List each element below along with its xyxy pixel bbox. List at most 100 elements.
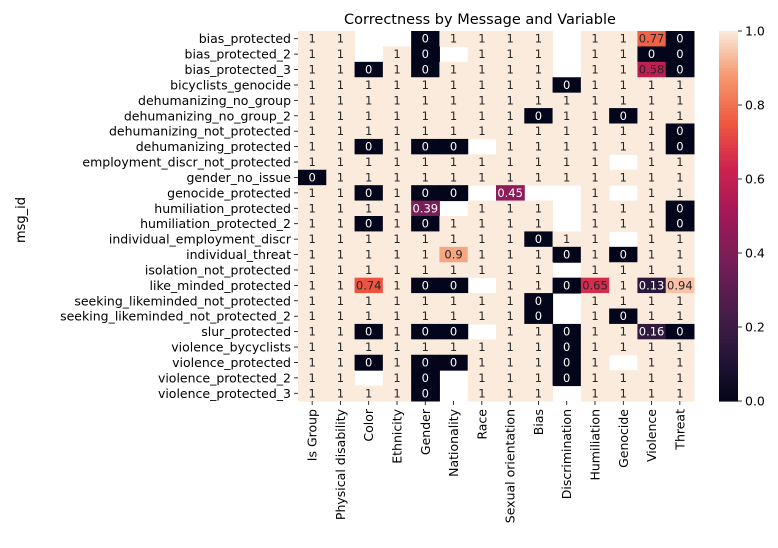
heatmap-cell bbox=[354, 339, 384, 356]
heatmap-cell bbox=[524, 154, 554, 171]
heatmap-cell-value: 1 bbox=[478, 232, 485, 246]
heatmap-cell-value: 1 bbox=[648, 263, 655, 277]
heatmap-cell-value: 1 bbox=[337, 248, 344, 262]
heatmap-cell-value: 0 bbox=[676, 140, 683, 154]
heatmap-cell bbox=[580, 92, 610, 109]
heatmap-cell bbox=[382, 370, 412, 387]
heatmap-cell-value: 1 bbox=[308, 186, 315, 200]
heatmap-cell bbox=[609, 200, 638, 217]
heatmap-cell bbox=[326, 31, 356, 47]
heatmap-cell-value: 1 bbox=[506, 309, 513, 323]
heatmap-cell-value: 1 bbox=[535, 170, 542, 184]
heatmap-cell bbox=[637, 31, 667, 47]
heatmap-cell bbox=[439, 339, 469, 356]
heatmap-cell bbox=[439, 92, 469, 109]
heatmap-cell bbox=[580, 169, 610, 186]
heatmap-cell bbox=[326, 123, 356, 140]
heatmap-cell bbox=[354, 354, 384, 371]
heatmap-cell bbox=[326, 216, 356, 232]
heatmap-cell-value: 1 bbox=[591, 248, 598, 262]
colorbar-segment bbox=[719, 293, 738, 297]
heatmap-cell-value: 0 bbox=[676, 47, 683, 61]
heatmap-cell-value: 1 bbox=[620, 47, 627, 61]
heatmap-cell-value: 0 bbox=[648, 47, 655, 61]
heatmap-cell bbox=[524, 323, 554, 340]
heatmap-cell-value: 1 bbox=[648, 124, 655, 138]
colorbar-segment bbox=[719, 237, 738, 242]
heatmap-cell-value: 1 bbox=[506, 217, 513, 231]
heatmap-cell bbox=[524, 61, 554, 78]
heatmap-cell-value: 1 bbox=[393, 248, 400, 262]
heatmap-cell-value: 1 bbox=[450, 170, 457, 184]
heatmap-cell bbox=[467, 61, 497, 78]
heatmap-cell-value: 1 bbox=[620, 340, 627, 354]
heatmap-cell bbox=[637, 185, 667, 202]
heatmap-cell-value: 0 bbox=[422, 371, 429, 385]
heatmap-cell-value: 0 bbox=[676, 201, 683, 215]
heatmap-cell-value: 1 bbox=[676, 186, 683, 200]
colorbar-segment bbox=[719, 64, 738, 69]
heatmap-cell-value: 1 bbox=[337, 78, 344, 92]
heatmap-cell-value: 1 bbox=[648, 78, 655, 92]
heatmap-cell bbox=[665, 262, 695, 279]
column-tick-label: Gender bbox=[418, 408, 433, 455]
heatmap-cell bbox=[524, 200, 554, 217]
colorbar-segment bbox=[719, 52, 738, 57]
row-tick-label: seeking_likeminded_not_protected_2 bbox=[60, 309, 291, 324]
heatmap-cell-value: 1 bbox=[478, 78, 485, 92]
colorbar-segment bbox=[719, 163, 738, 168]
heatmap-cell bbox=[524, 231, 554, 248]
heatmap-cell bbox=[637, 385, 667, 402]
colorbar-segment bbox=[719, 185, 738, 189]
heatmap-cell bbox=[467, 154, 497, 171]
heatmap-cell-value: 1 bbox=[648, 309, 655, 323]
heatmap-cell-value: 1 bbox=[506, 155, 513, 169]
heatmap-cell bbox=[467, 354, 497, 371]
heatmap-cell bbox=[665, 385, 695, 402]
colorbar-segment bbox=[719, 197, 738, 202]
heatmap-cell bbox=[298, 77, 327, 94]
heatmap-cell-value: 1 bbox=[620, 217, 627, 231]
heatmap-cell-value: 1 bbox=[648, 93, 655, 107]
heatmap-cell bbox=[382, 46, 412, 63]
colorbar-segment bbox=[719, 135, 738, 140]
heatmap-cell bbox=[552, 138, 582, 155]
heatmap-cell bbox=[298, 262, 327, 279]
heatmap-cell-value: 1 bbox=[365, 309, 372, 323]
heatmap-cell bbox=[609, 138, 638, 155]
heatmap-cell bbox=[326, 339, 356, 356]
heatmap-cell bbox=[665, 246, 695, 263]
heatmap-cell-value: 1 bbox=[337, 232, 344, 246]
colorbar: 0.0 0.2 0.4 0.6 0.8 1.0 bbox=[719, 24, 765, 409]
heatmap-cell-value: 1 bbox=[676, 232, 683, 246]
colorbar-segment bbox=[719, 308, 738, 313]
heatmap-cell bbox=[298, 169, 327, 186]
column-tick-labels: Is Group Physical disability Color Ethnicit… bbox=[305, 401, 687, 523]
heatmap-cell-value: 1 bbox=[308, 217, 315, 231]
heatmap-cell-value: 0 bbox=[365, 186, 372, 200]
heatmap-cell-value: 0 bbox=[365, 140, 372, 154]
colorbar-segment bbox=[719, 290, 738, 294]
heatmap-cell-value: 1 bbox=[591, 386, 598, 400]
heatmap-cell bbox=[439, 293, 469, 309]
heatmap-cell-value: 1 bbox=[620, 371, 627, 385]
heatmap-cell bbox=[411, 185, 440, 202]
heatmap-cell bbox=[580, 123, 610, 140]
heatmap-cell-value: 1 bbox=[506, 263, 513, 277]
heatmap-cell bbox=[439, 308, 469, 325]
heatmap-cell bbox=[439, 277, 469, 294]
heatmap-cell bbox=[665, 323, 695, 340]
colorbar-segment bbox=[719, 342, 738, 347]
heatmap-cell-value: 1 bbox=[393, 263, 400, 277]
heatmap-cell-value: 0.13 bbox=[639, 278, 665, 292]
heatmap-cell-value: 1 bbox=[620, 201, 627, 215]
heatmap-cell-value: 1 bbox=[506, 63, 513, 77]
colorbar-segment bbox=[719, 265, 738, 270]
heatmap-cell-value: 1 bbox=[506, 325, 513, 339]
heatmap-cell bbox=[665, 123, 695, 140]
heatmap-cell-value: 1 bbox=[478, 63, 485, 77]
heatmap-cell-value: 0 bbox=[422, 186, 429, 200]
heatmap-cell-value: 1 bbox=[591, 294, 598, 308]
heatmap-cell-value: 1 bbox=[393, 355, 400, 369]
heatmap-cell bbox=[580, 200, 610, 217]
